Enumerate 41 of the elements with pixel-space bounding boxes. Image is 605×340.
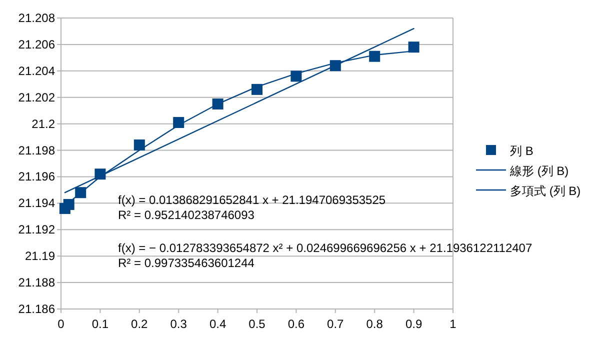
legend-label: 線形 (列 B) [509, 164, 569, 178]
y-tick-label: 21.206 [18, 37, 56, 52]
point [330, 60, 341, 72]
y-tick-label: 21.194 [18, 196, 56, 210]
x-tick-label: 0.8 [366, 317, 384, 331]
point [408, 42, 420, 53]
x-tick-label: 0.7 [327, 317, 344, 331]
annotation: f(x) = − 0.012783393654872 x² + 0.024699669696256 x + 21.1936122112407 [118, 241, 532, 255]
point [63, 199, 74, 210]
y-tick-label: 21.202 [18, 90, 56, 104]
y-tick-label: 21.208 [18, 11, 56, 25]
y-tick-label: 21.204 [18, 64, 56, 78]
y-tick-label: 21.186 [18, 302, 56, 316]
point [212, 98, 224, 110]
x-tick-label: 0.6 [288, 317, 305, 331]
legend-label: 列 B [510, 144, 534, 158]
x-tick-label: 0.3 [170, 317, 188, 331]
point [369, 50, 380, 62]
x-tick-label: 0.5 [248, 317, 266, 331]
point [173, 116, 184, 128]
annotation: R² = 0.997335463601244 [118, 256, 254, 270]
y-tick-label: 21.192 [18, 222, 56, 237]
point [252, 84, 262, 95]
annotation: R² = 0.952140238746093 [118, 208, 254, 222]
point [134, 139, 145, 150]
y-tick-label: 21.188 [18, 276, 56, 290]
annotation: f(x) = 0.013868291652841 x + 21.1947069353525 [118, 193, 386, 207]
point [94, 168, 106, 180]
x-tick-label: 0.2 [131, 317, 148, 331]
x-tick-label: 0.1 [92, 317, 109, 331]
legend-label: 多項式 (列 B) [510, 184, 581, 198]
x-tick-label: 1 [450, 317, 457, 331]
x-tick-label: 0 [58, 317, 65, 331]
point [290, 70, 302, 82]
x-tick-label: 0.9 [405, 317, 422, 331]
y-tick-label: 21.19 [24, 249, 56, 264]
point [75, 187, 86, 198]
y-tick-label: 21.196 [18, 170, 56, 184]
x-tick-label: 0.4 [209, 317, 226, 331]
y-tick-label: 21.2 [32, 116, 56, 131]
y-tick-label: 21.198 [18, 143, 56, 158]
